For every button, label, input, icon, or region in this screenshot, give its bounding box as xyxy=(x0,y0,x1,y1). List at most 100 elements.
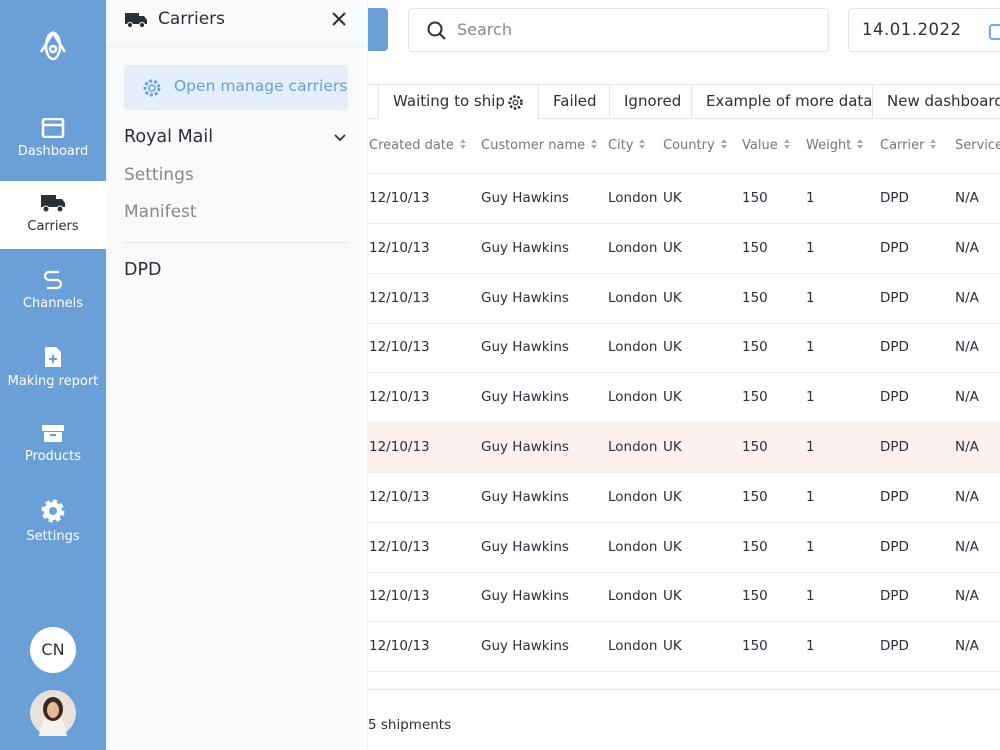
tab-label: Failed xyxy=(553,92,597,110)
manage-button[interactable]: Open manage carriers xyxy=(124,65,348,110)
table-row[interactable]: 12/10/13 Guy Hawkins London UK 150 1 DPD N/A xyxy=(368,572,1000,623)
column-label: Value xyxy=(742,138,778,153)
chevron[interactable] xyxy=(334,134,346,142)
table: Created date Customer name City Country Valu… xyxy=(368,124,1000,690)
icon xyxy=(45,347,61,367)
column-label: Customer name xyxy=(481,138,586,153)
table-row[interactable]: 12/10/13 Guy Hawkins London UK 150 1 DPD N/A xyxy=(368,523,1000,573)
table-row[interactable]: 12/10/13 Guy Hawkins London UK 150 1 DPD N/A xyxy=(368,274,1000,324)
tab[interactable]: Failed xyxy=(538,84,610,119)
table-cell: Guy Hawkins xyxy=(481,289,569,306)
avatar-initials[interactable]: CN xyxy=(30,627,76,673)
nav-dashboard[interactable]: Dashboard xyxy=(0,106,106,174)
column-header[interactable]: Value xyxy=(742,138,791,153)
icon xyxy=(989,24,1000,40)
carrier-item[interactable]: Manifest xyxy=(124,202,197,222)
table-cell: N/A xyxy=(955,339,979,356)
carrier-item[interactable]: Settings xyxy=(124,165,194,185)
table-cell: UK xyxy=(663,439,682,455)
avatar-photo[interactable] xyxy=(30,690,76,736)
column-label: City xyxy=(608,138,634,153)
table-cell: Guy Hawkins xyxy=(481,239,569,256)
table-cell: N/A xyxy=(955,538,979,555)
table-cell: 1 xyxy=(806,239,815,256)
tab[interactable]: Ignored xyxy=(609,84,692,119)
table-row[interactable]: 12/10/13 Guy Hawkins London UK 150 1 DPD N/A xyxy=(368,423,1000,473)
logo xyxy=(39,30,67,61)
column-header[interactable]: Service xyxy=(955,138,1000,153)
table-cell: Guy Hawkins xyxy=(481,538,569,555)
table-row[interactable]: 12/10/13 Guy Hawkins London UK 150 1 DPD N/A xyxy=(368,323,1000,374)
column-header[interactable]: Created date xyxy=(369,138,467,153)
column-header[interactable]: City xyxy=(608,138,646,153)
column-header[interactable]: Weight xyxy=(806,138,864,153)
table-cell: 1 xyxy=(806,190,815,206)
table-cell: N/A xyxy=(955,389,979,406)
icon xyxy=(41,499,65,523)
table-cell: 12/10/13 xyxy=(369,588,430,605)
sidebar: Dashboard Carriers Channels Making repor… xyxy=(0,0,106,750)
shipment-count: 5 shipments xyxy=(368,717,452,733)
close-button[interactable] xyxy=(332,12,346,26)
table-cell: N/A xyxy=(955,239,979,256)
table-row[interactable]: 12/10/13 Guy Hawkins London UK 150 1 DPD N/A xyxy=(368,622,1000,673)
table-cell: London xyxy=(608,439,658,455)
nav-products[interactable]: Products xyxy=(0,411,106,479)
table-cell: DPD xyxy=(880,488,909,505)
tab[interactable]: New dashboard xyxy=(872,84,1000,119)
tab-label: New dashboard xyxy=(887,92,1000,110)
table-row[interactable]: 12/10/13 Guy Hawkins London UK 150 1 DPD N/A xyxy=(368,174,1000,224)
table-cell: 12/10/13 xyxy=(369,638,430,655)
nav-carriers[interactable]: Carriers xyxy=(0,181,106,249)
tab-active[interactable]: Waiting to ship xyxy=(378,84,539,119)
table-cell: 1 xyxy=(806,389,815,406)
table-row[interactable]: 12/10/13 Guy Hawkins London UK 150 1 DPD N/A xyxy=(368,373,1000,424)
icon xyxy=(125,13,147,29)
table-cell: 1 xyxy=(806,538,815,555)
table-cell: 150 xyxy=(742,339,768,356)
nav-label: Settings xyxy=(26,529,80,544)
table-cell: 12/10/13 xyxy=(369,538,430,555)
table-cell: UK xyxy=(663,538,682,555)
tab[interactable]: Example of more data xyxy=(691,84,873,119)
column-label: Service xyxy=(955,138,1000,153)
table-cell: 150 xyxy=(742,538,768,555)
search-box[interactable]: Search xyxy=(408,8,829,52)
carriers-panel: Carriers Open manage carriers Royal Mail… xyxy=(106,0,368,750)
table-cell: Guy Hawkins xyxy=(481,638,569,655)
carrier-group[interactable]: Royal Mail xyxy=(124,127,214,147)
table-cell: 150 xyxy=(742,239,768,256)
table-cell: Guy Hawkins xyxy=(481,389,569,406)
table-cell: 12/10/13 xyxy=(369,190,430,206)
table-cell: 150 xyxy=(742,190,768,206)
table-cell: DPD xyxy=(880,239,909,256)
nav-making-report[interactable]: Making report xyxy=(0,334,106,402)
column-header[interactable]: Country xyxy=(663,138,728,153)
table-cell: 12/10/13 xyxy=(369,289,430,306)
table-cell: DPD xyxy=(880,339,909,356)
column-header[interactable]: Customer name xyxy=(481,138,598,153)
table-cell: 150 xyxy=(742,439,768,455)
table-cell: London xyxy=(608,588,658,605)
carrier-group[interactable]: DPD xyxy=(124,260,162,280)
column-header[interactable]: Carrier xyxy=(880,138,937,153)
table-row[interactable]: 12/10/13 Guy Hawkins London UK 150 1 DPD N/A xyxy=(368,473,1000,523)
table-cell: Guy Hawkins xyxy=(481,588,569,605)
table-cell: London xyxy=(608,389,658,406)
date-picker[interactable]: 14.01.2022 xyxy=(848,8,1000,52)
sort-icon xyxy=(591,139,598,149)
panel-title: Carriers xyxy=(158,9,225,29)
sort-icon xyxy=(783,139,790,149)
table-cell: Guy Hawkins xyxy=(481,439,569,455)
table-cell: N/A xyxy=(955,588,979,605)
action-button[interactable] xyxy=(368,8,388,51)
table-cell: Guy Hawkins xyxy=(481,190,569,206)
nav-settings[interactable]: Settings xyxy=(0,487,106,555)
table-cell: 12/10/13 xyxy=(369,439,430,455)
table-cell: N/A xyxy=(955,638,979,655)
nav-label: Dashboard xyxy=(17,144,89,159)
table-row[interactable]: 12/10/13 Guy Hawkins London UK 150 1 DPD N/A xyxy=(368,224,1000,274)
table-cell: DPD xyxy=(880,190,909,206)
nav-channels[interactable]: Channels xyxy=(0,258,106,326)
table-cell: London xyxy=(608,289,658,306)
